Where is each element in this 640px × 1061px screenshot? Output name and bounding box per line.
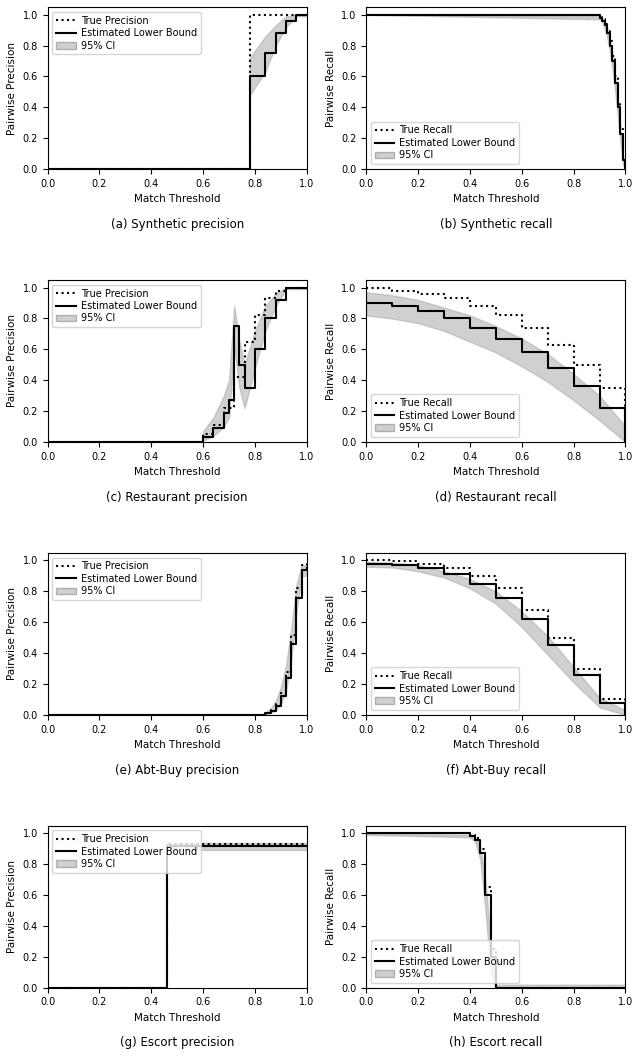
Y-axis label: Pairwise Recall: Pairwise Recall <box>326 323 335 400</box>
Legend: True Recall, Estimated Lower Bound, 95% CI: True Recall, Estimated Lower Bound, 95% … <box>371 395 519 437</box>
X-axis label: Match Threshold: Match Threshold <box>452 194 539 205</box>
X-axis label: Match Threshold: Match Threshold <box>134 741 220 750</box>
Legend: True Precision, Estimated Lower Bound, 95% CI: True Precision, Estimated Lower Bound, 9… <box>52 284 201 328</box>
X-axis label: Match Threshold: Match Threshold <box>134 467 220 477</box>
Legend: True Recall, Estimated Lower Bound, 95% CI: True Recall, Estimated Lower Bound, 95% … <box>371 122 519 164</box>
Y-axis label: Pairwise Precision: Pairwise Precision <box>7 860 17 953</box>
Text: (a) Synthetic precision: (a) Synthetic precision <box>111 218 244 230</box>
Y-axis label: Pairwise Recall: Pairwise Recall <box>326 868 335 945</box>
Text: (d) Restaurant recall: (d) Restaurant recall <box>435 490 557 504</box>
Y-axis label: Pairwise Precision: Pairwise Precision <box>7 588 17 680</box>
X-axis label: Match Threshold: Match Threshold <box>134 194 220 205</box>
Y-axis label: Pairwise Recall: Pairwise Recall <box>326 50 335 126</box>
Text: (g) Escort precision: (g) Escort precision <box>120 1037 234 1049</box>
Legend: True Recall, Estimated Lower Bound, 95% CI: True Recall, Estimated Lower Bound, 95% … <box>371 940 519 982</box>
Y-axis label: Pairwise Precision: Pairwise Precision <box>7 41 17 135</box>
Legend: True Precision, Estimated Lower Bound, 95% CI: True Precision, Estimated Lower Bound, 9… <box>52 558 201 601</box>
Text: (h) Escort recall: (h) Escort recall <box>449 1037 543 1049</box>
Text: (e) Abt-Buy precision: (e) Abt-Buy precision <box>115 764 239 777</box>
Legend: True Precision, Estimated Lower Bound, 95% CI: True Precision, Estimated Lower Bound, 9… <box>52 831 201 873</box>
Legend: True Recall, Estimated Lower Bound, 95% CI: True Recall, Estimated Lower Bound, 95% … <box>371 667 519 710</box>
Text: (c) Restaurant precision: (c) Restaurant precision <box>106 490 248 504</box>
Text: (b) Synthetic recall: (b) Synthetic recall <box>440 218 552 230</box>
X-axis label: Match Threshold: Match Threshold <box>452 1013 539 1023</box>
X-axis label: Match Threshold: Match Threshold <box>452 467 539 477</box>
Y-axis label: Pairwise Recall: Pairwise Recall <box>326 595 335 673</box>
X-axis label: Match Threshold: Match Threshold <box>134 1013 220 1023</box>
Legend: True Precision, Estimated Lower Bound, 95% CI: True Precision, Estimated Lower Bound, 9… <box>52 12 201 54</box>
Y-axis label: Pairwise Precision: Pairwise Precision <box>7 314 17 407</box>
X-axis label: Match Threshold: Match Threshold <box>452 741 539 750</box>
Text: (f) Abt-Buy recall: (f) Abt-Buy recall <box>445 764 546 777</box>
